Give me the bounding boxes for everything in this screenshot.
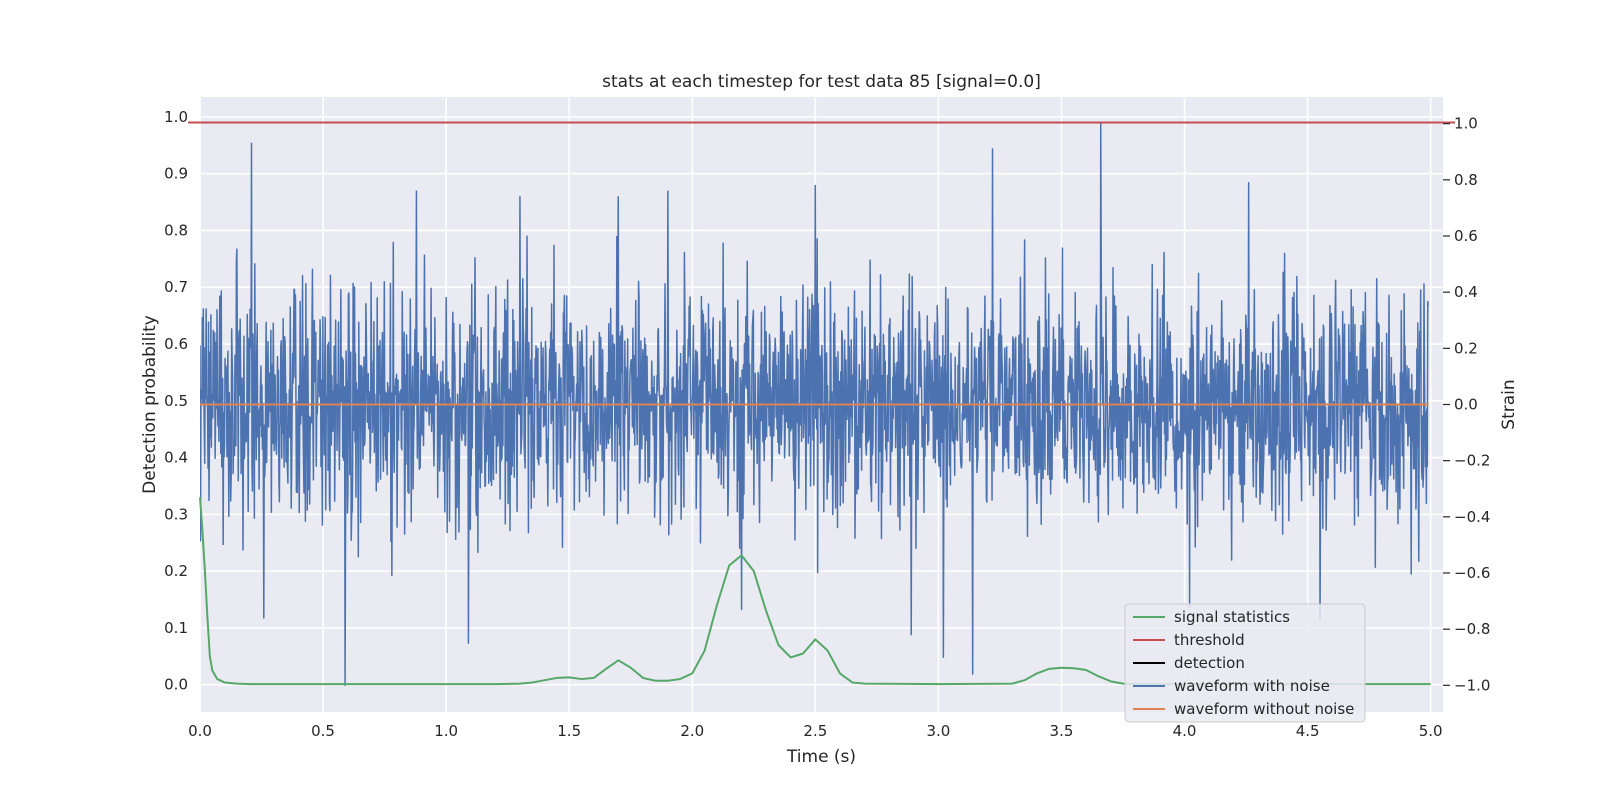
x-tick-label: 5.0 (1419, 722, 1443, 740)
left-tick-label: 0.8 (164, 221, 188, 239)
right-tick-label: 0.0 (1454, 396, 1478, 414)
x-axis: 0.0 0.5 1.0 1.5 2.0 2.5 3.0 3.5 4.0 4.5 5.0 (188, 722, 1443, 740)
right-tick-label: −0.6 (1454, 564, 1490, 582)
right-tick-label: 1.0 (1454, 115, 1478, 133)
chart-title: stats at each timestep for test data 85 … (602, 72, 1041, 92)
y-axis-label-left: Detection probability (140, 315, 160, 494)
y-axis-label-right: Strain (1499, 379, 1519, 429)
x-tick-label: 2.5 (803, 722, 827, 740)
left-tick-label: 0.9 (164, 165, 188, 183)
right-tick-label: 0.6 (1454, 227, 1478, 245)
x-tick-label: 0.0 (188, 722, 212, 740)
right-tick-label: −1.0 (1454, 676, 1490, 694)
x-tick-label: 4.0 (1173, 722, 1197, 740)
left-tick-label: 0.5 (164, 392, 188, 410)
x-axis-label: Time (s) (786, 747, 856, 767)
legend-label: detection (1174, 654, 1245, 672)
series-signal-statistics (199, 497, 1431, 686)
left-tick-label: 0.3 (164, 505, 188, 523)
right-tick-label: −0.2 (1454, 452, 1490, 470)
right-tick-label: −0.8 (1454, 620, 1490, 638)
x-tick-label: 2.0 (680, 722, 704, 740)
right-tick-label: 0.8 (1454, 171, 1478, 189)
left-tick-label: 0.6 (164, 335, 188, 353)
left-axis: 0.0 0.1 0.2 0.3 0.4 0.5 0.6 0.7 0.8 0.9 1.0 (164, 108, 188, 694)
legend-label: waveform with noise (1174, 677, 1330, 695)
series-waveform-with-noise (200, 122, 1429, 687)
left-tick-label: 1.0 (164, 108, 188, 126)
x-tick-label: 1.0 (434, 722, 458, 740)
x-tick-label: 3.5 (1050, 722, 1074, 740)
left-tick-label: 0.0 (164, 676, 188, 694)
x-tick-label: 3.0 (926, 722, 950, 740)
x-tick-label: 0.5 (311, 722, 335, 740)
right-tick-label: 0.2 (1454, 339, 1478, 357)
series-layer (188, 121, 1455, 687)
right-tick-label: 0.4 (1454, 283, 1478, 301)
left-tick-label: 0.4 (164, 449, 188, 467)
right-tick-label: −0.4 (1454, 508, 1490, 526)
legend-label: signal statistics (1174, 608, 1290, 626)
x-tick-label: 1.5 (557, 722, 581, 740)
left-tick-label: 0.1 (164, 619, 188, 637)
legend-box (1124, 603, 1366, 723)
legend-label: threshold (1174, 631, 1245, 649)
left-tick-label: 0.2 (164, 562, 188, 580)
legend: signal statistics threshold detection wavef… (1124, 603, 1366, 723)
legend-label: waveform without noise (1174, 700, 1354, 718)
left-tick-label: 0.7 (164, 278, 188, 296)
x-tick-label: 4.5 (1296, 722, 1320, 740)
right-axis: −1.0 −0.8 −0.6 −0.4 −0.2 0.0 0.2 0.4 0.6 0.8 1.0 (1443, 115, 1490, 694)
